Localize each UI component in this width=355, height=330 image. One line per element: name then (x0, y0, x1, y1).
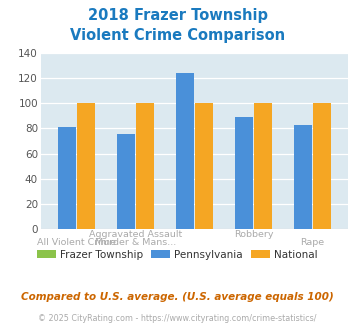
Text: Aggravated Assault: Aggravated Assault (89, 230, 182, 239)
Bar (294, 125, 312, 229)
Bar (136, 103, 154, 229)
Bar (77, 103, 94, 229)
Bar (117, 134, 135, 229)
Bar (176, 73, 194, 229)
Text: 2018 Frazer Township: 2018 Frazer Township (87, 8, 268, 23)
Text: Robbery: Robbery (234, 230, 273, 239)
Bar (313, 103, 331, 229)
Text: All Violent Crime: All Violent Crime (37, 238, 116, 247)
Text: Violent Crime Comparison: Violent Crime Comparison (70, 28, 285, 43)
Legend: Frazer Township, Pennsylvania, National: Frazer Township, Pennsylvania, National (33, 246, 322, 264)
Text: © 2025 CityRating.com - https://www.cityrating.com/crime-statistics/: © 2025 CityRating.com - https://www.city… (38, 314, 317, 323)
Bar (195, 103, 213, 229)
Text: Murder & Mans...: Murder & Mans... (95, 238, 176, 247)
Text: Compared to U.S. average. (U.S. average equals 100): Compared to U.S. average. (U.S. average … (21, 292, 334, 302)
Bar (58, 127, 76, 229)
Bar (254, 103, 272, 229)
Text: Rape: Rape (300, 238, 324, 247)
Bar (235, 117, 253, 229)
